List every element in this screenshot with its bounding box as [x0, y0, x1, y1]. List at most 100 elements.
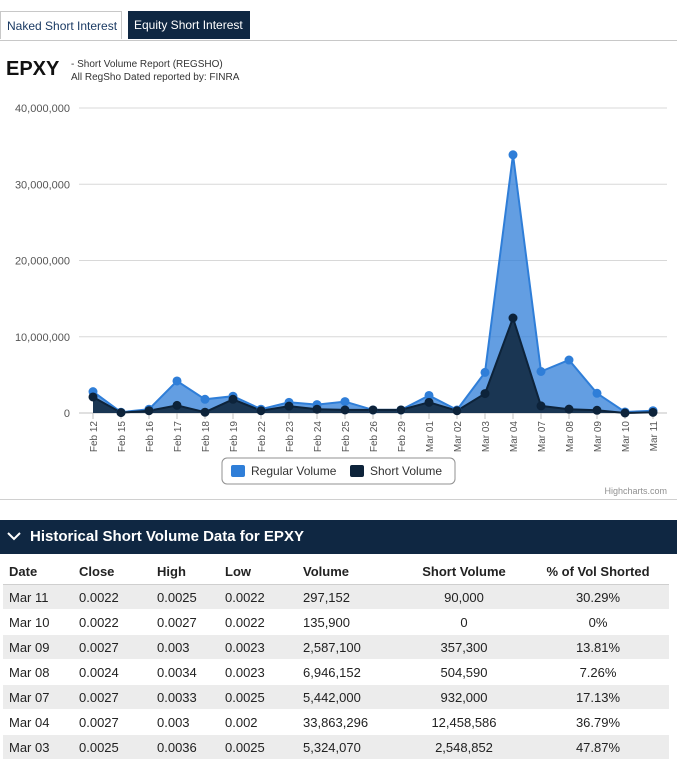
- column-header: Date: [3, 558, 73, 585]
- table-row: Mar 11 0.0022 0.0025 0.0022 297,152 90,000 30.…: [3, 584, 669, 610]
- table-cell: 5,442,000: [297, 684, 401, 710]
- table-cell: 0.0022: [219, 609, 297, 635]
- chart-credits[interactable]: Highcharts.com: [604, 486, 667, 496]
- x-tick-label: Feb 16: [145, 421, 156, 453]
- historical-header[interactable]: Historical Short Volume Data for EPXY: [0, 520, 677, 554]
- table-row: Mar 03 0.0025 0.0036 0.0025 5,324,070 2,548,8…: [3, 734, 669, 760]
- data-point[interactable]: [172, 400, 182, 410]
- column-header: Short Volume: [401, 558, 527, 585]
- table-cell: 6,946,152: [297, 659, 401, 685]
- data-point[interactable]: [284, 401, 294, 411]
- report-title: - Short Volume Report (REGSHO): [71, 59, 223, 70]
- y-tick-label: 20,000,000: [15, 256, 70, 268]
- legend-item[interactable]: Regular Volume: [251, 464, 337, 478]
- y-tick-label: 10,000,000: [15, 332, 70, 344]
- x-tick-label: Feb 17: [173, 421, 184, 453]
- data-point[interactable]: [564, 404, 574, 414]
- table-cell: 0.0025: [219, 734, 297, 760]
- data-point[interactable]: [340, 397, 350, 407]
- table-cell: 0.0036: [151, 734, 219, 760]
- column-header: Close: [73, 558, 151, 585]
- x-tick-label: Feb 29: [397, 421, 408, 453]
- x-tick-label: Feb 19: [229, 421, 240, 453]
- table-header-row: Date Close High Low Volume Short Volume% of V…: [3, 558, 669, 585]
- x-tick-label: Mar 11: [649, 421, 660, 452]
- table-cell: 0.003: [151, 709, 219, 735]
- data-point[interactable]: [200, 394, 210, 404]
- data-point[interactable]: [536, 401, 546, 411]
- column-header: Volume: [297, 558, 401, 585]
- data-point[interactable]: [508, 313, 518, 323]
- data-point[interactable]: [564, 355, 574, 365]
- x-tick-label: Mar 08: [565, 421, 576, 453]
- table-cell: 0.002: [219, 709, 297, 735]
- table-cell: 0.0025: [73, 734, 151, 760]
- table-cell: 0.0022: [219, 584, 297, 610]
- data-point[interactable]: [144, 406, 154, 416]
- table-cell: 0.0024: [73, 659, 151, 685]
- data-point[interactable]: [228, 394, 238, 404]
- table-cell: 0.0025: [219, 684, 297, 710]
- historical-table-container: Date Close High Low Volume Short Volume% of V…: [3, 558, 669, 760]
- table-cell: Mar 07: [3, 684, 73, 710]
- tab-bar: Naked Short Interest Equity Short Intere…: [0, 0, 677, 41]
- table-cell: 0.0033: [151, 684, 219, 710]
- x-tick-label: Mar 02: [453, 421, 464, 453]
- table-row: Mar 04 0.0027 0.003 0.002 33,863,296 12,458,5…: [3, 709, 669, 735]
- data-point[interactable]: [648, 407, 658, 417]
- x-tick-label: Feb 24: [313, 421, 324, 453]
- legend-item[interactable]: Short Volume: [370, 464, 442, 478]
- data-point[interactable]: [172, 376, 182, 386]
- data-point[interactable]: [480, 389, 490, 399]
- x-tick-label: Feb 26: [369, 421, 380, 453]
- tab-naked-short-interest[interactable]: Naked Short Interest: [0, 11, 122, 39]
- table-cell: Mar 09: [3, 634, 73, 660]
- data-point[interactable]: [200, 407, 210, 417]
- data-point[interactable]: [592, 388, 602, 398]
- table-row: Mar 08 0.0024 0.0034 0.0023 6,946,152 504,590…: [3, 659, 669, 685]
- report-source: All RegSho Dated reported by: FINRA: [71, 72, 240, 83]
- table-cell: 0.0027: [73, 634, 151, 660]
- chevron-down-icon: [7, 532, 21, 541]
- table-cell: 135,900: [297, 609, 401, 635]
- table-cell: 90,000: [401, 584, 527, 610]
- table-cell: 0.0027: [73, 684, 151, 710]
- series-area-regular-volume: [93, 154, 653, 414]
- data-point[interactable]: [256, 406, 266, 416]
- data-point[interactable]: [116, 408, 126, 418]
- tab-equity-short-interest[interactable]: Equity Short Interest: [128, 11, 250, 39]
- data-point[interactable]: [396, 405, 406, 415]
- data-point[interactable]: [368, 405, 378, 415]
- y-tick-label: 40,000,000: [15, 103, 70, 115]
- table-cell: 7.26%: [527, 659, 669, 685]
- chart-legend: [221, 457, 456, 485]
- legend-swatch[interactable]: [231, 465, 245, 477]
- table-cell: 0.003: [151, 634, 219, 660]
- data-point[interactable]: [424, 397, 434, 407]
- table-cell: 357,300: [401, 634, 527, 660]
- x-tick-label: Mar 07: [537, 421, 548, 453]
- data-point[interactable]: [592, 405, 602, 415]
- data-point[interactable]: [620, 408, 630, 418]
- data-point[interactable]: [312, 404, 322, 414]
- table-cell: 2,548,852: [401, 734, 527, 760]
- x-tick-label: Mar 03: [481, 421, 492, 453]
- table-cell: 297,152: [297, 584, 401, 610]
- data-point[interactable]: [340, 405, 350, 415]
- data-point[interactable]: [536, 367, 546, 377]
- column-header: High: [151, 558, 219, 585]
- historical-title: Historical Short Volume Data for EPXY: [30, 528, 304, 545]
- x-tick-label: Feb 23: [285, 421, 296, 453]
- table-cell: 0.0025: [151, 584, 219, 610]
- table-row: Mar 09 0.0027 0.003 0.0023 2,587,100 357,300 1…: [3, 634, 669, 660]
- historical-table: Date Close High Low Volume Short Volume% of V…: [3, 558, 669, 760]
- table-cell: Mar 04: [3, 709, 73, 735]
- table-cell: 13.81%: [527, 634, 669, 660]
- data-point[interactable]: [88, 392, 98, 402]
- table-cell: 0.0023: [219, 634, 297, 660]
- data-point[interactable]: [452, 406, 462, 416]
- data-point[interactable]: [508, 150, 518, 160]
- x-tick-label: Feb 15: [117, 421, 128, 453]
- legend-swatch[interactable]: [350, 465, 364, 477]
- data-point[interactable]: [480, 367, 490, 377]
